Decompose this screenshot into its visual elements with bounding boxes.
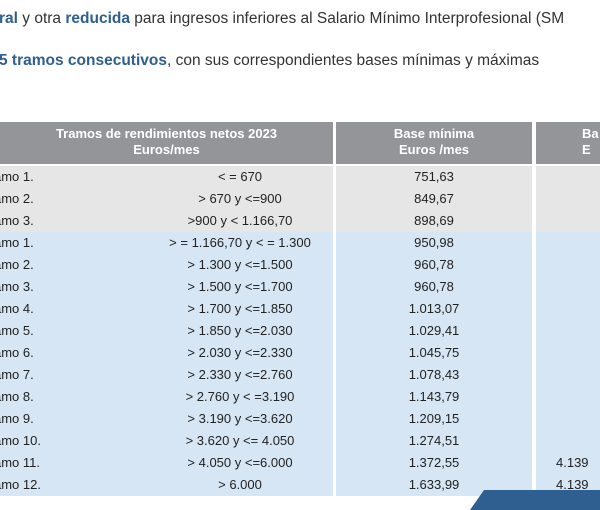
row-range: > 2.760 y < =3.190 bbox=[185, 389, 295, 404]
intro-text-segment: y otra bbox=[17, 10, 66, 27]
row-base-maxima: 4.139 bbox=[556, 477, 589, 492]
row-range: > 6.000 bbox=[218, 477, 262, 492]
row-tramo: amo 1. bbox=[0, 169, 34, 184]
contribution-brackets-table: Tramos de rendimientos netos 2023 Euros/… bbox=[0, 122, 600, 501]
row-base-minima: 950,98 bbox=[414, 235, 454, 250]
row-range: > = 1.166,70 y < = 1.300 bbox=[169, 235, 311, 250]
row-base-minima: 1.078,43 bbox=[408, 367, 460, 382]
table-row: amo 3. > 1.500 y <=1.700 960,78 bbox=[0, 276, 600, 298]
row-tramo: amo 12. bbox=[0, 477, 41, 492]
table-row: amo 7. > 2.330 y <=2.760 1.078,43 bbox=[0, 364, 600, 386]
row-range: >900 y < 1.166,70 bbox=[187, 213, 293, 228]
row-base-minima: 849,67 bbox=[414, 191, 454, 206]
intro-line-1: ral y otra reducida para ingresos inferi… bbox=[0, 10, 564, 28]
table-row: amo 6. > 2.030 y <=2.330 1.045,75 bbox=[0, 342, 600, 364]
table-row: amo 4. > 1.700 y <=1.850 1.013,07 bbox=[0, 298, 600, 320]
row-range: < = 670 bbox=[217, 169, 263, 184]
header-base-maxima-unit: E bbox=[582, 142, 591, 157]
row-tramo: amo 3. bbox=[0, 213, 34, 228]
row-base-minima: 1.633,99 bbox=[408, 477, 460, 492]
table-row: amo 10. > 3.620 y <= 4.050 1.274,51 bbox=[0, 430, 600, 452]
header-tramos: Tramos de rendimientos netos 2023 Euros/… bbox=[0, 122, 333, 164]
row-base-minima: 1.013,07 bbox=[408, 301, 460, 316]
header-base-maxima-title: Ba bbox=[582, 126, 599, 141]
intro-text-segment: , con sus correspondientes bases mínimas… bbox=[166, 52, 540, 69]
row-tramo: amo 10. bbox=[0, 433, 41, 448]
row-range: > 1.850 y <=2.030 bbox=[187, 323, 293, 338]
decorative-corner-band bbox=[470, 490, 600, 510]
row-range: > 2.030 y <=2.330 bbox=[187, 345, 293, 360]
intro-highlight-general: ral bbox=[0, 10, 18, 27]
row-range: > 3.620 y <= 4.050 bbox=[185, 433, 295, 448]
row-tramo: amo 11. bbox=[0, 455, 41, 470]
row-range: > 1.300 y <=1.500 bbox=[187, 257, 293, 272]
header-base-minima: Base mínima Euros /mes bbox=[336, 122, 532, 164]
row-base-minima: 960,78 bbox=[414, 257, 454, 272]
intro-line-2: 5 tramos consecutivos, con sus correspon… bbox=[0, 52, 539, 70]
row-range: > 670 y <=900 bbox=[198, 191, 282, 206]
row-range: > 3.190 y <=3.620 bbox=[187, 411, 293, 426]
row-base-minima: 1.029,41 bbox=[408, 323, 460, 338]
row-base-minima: 751,63 bbox=[414, 169, 454, 184]
intro-highlight-reducida: reducida bbox=[65, 10, 130, 27]
row-tramo: amo 2. bbox=[0, 191, 34, 206]
row-base-minima: 1.045,75 bbox=[408, 345, 460, 360]
table-row: amo 3. >900 y < 1.166,70 898,69 bbox=[0, 210, 600, 232]
row-base-minima: 898,69 bbox=[414, 213, 454, 228]
header-tramos-title: Tramos de rendimientos netos 2023 bbox=[55, 126, 278, 141]
intro-highlight-tramos: 5 tramos consecutivos bbox=[0, 52, 167, 69]
row-base-minima: 1.209,15 bbox=[408, 411, 460, 426]
table-row: amo 2. > 1.300 y <=1.500 960,78 bbox=[0, 254, 600, 276]
row-base-maxima: 4.139 bbox=[556, 455, 589, 470]
row-tramo: amo 5. bbox=[0, 323, 34, 338]
table-row: amo 11. > 4.050 y <=6.000 1.372,55 4.139 bbox=[0, 452, 600, 474]
row-tramo: amo 4. bbox=[0, 301, 34, 316]
row-base-minima: 1.274,51 bbox=[408, 433, 460, 448]
table-row: amo 2. > 670 y <=900 849,67 bbox=[0, 188, 600, 210]
row-tramo: amo 2. bbox=[0, 257, 34, 272]
row-tramo: amo 3. bbox=[0, 279, 34, 294]
row-range: > 2.330 y <=2.760 bbox=[187, 367, 293, 382]
row-tramo: amo 7. bbox=[0, 367, 34, 382]
table-row: amo 8. > 2.760 y < =3.190 1.143,79 bbox=[0, 386, 600, 408]
header-base-minima-unit: Euros /mes bbox=[398, 142, 470, 157]
intro-text-segment: para ingresos inferiores al Salario Míni… bbox=[129, 10, 565, 27]
table-row: amo 1. > = 1.166,70 y < = 1.300 950,98 bbox=[0, 232, 600, 254]
table-row: amo 1. < = 670 751,63 bbox=[0, 166, 600, 188]
row-range: > 1.500 y <=1.700 bbox=[187, 279, 293, 294]
row-base-minima: 1.143,79 bbox=[408, 389, 460, 404]
header-tramos-unit: Euros/mes bbox=[133, 142, 200, 157]
row-tramo: amo 6. bbox=[0, 345, 34, 360]
row-tramo: amo 9. bbox=[0, 411, 34, 426]
table-row: amo 12. > 6.000 1.633,99 4.139 bbox=[0, 474, 600, 496]
header-base-minima-title: Base mínima bbox=[393, 126, 475, 141]
row-base-minima: 1.372,55 bbox=[408, 455, 460, 470]
table-row: amo 5. > 1.850 y <=2.030 1.029,41 bbox=[0, 320, 600, 342]
table-row: amo 9. > 3.190 y <=3.620 1.209,15 bbox=[0, 408, 600, 430]
row-tramo: amo 1. bbox=[0, 235, 34, 250]
row-tramo: amo 8. bbox=[0, 389, 34, 404]
row-range: > 1.700 y <=1.850 bbox=[187, 301, 293, 316]
header-base-maxima: Ba E bbox=[536, 122, 600, 164]
row-base-minima: 960,78 bbox=[414, 279, 454, 294]
row-range: > 4.050 y <=6.000 bbox=[187, 455, 293, 470]
